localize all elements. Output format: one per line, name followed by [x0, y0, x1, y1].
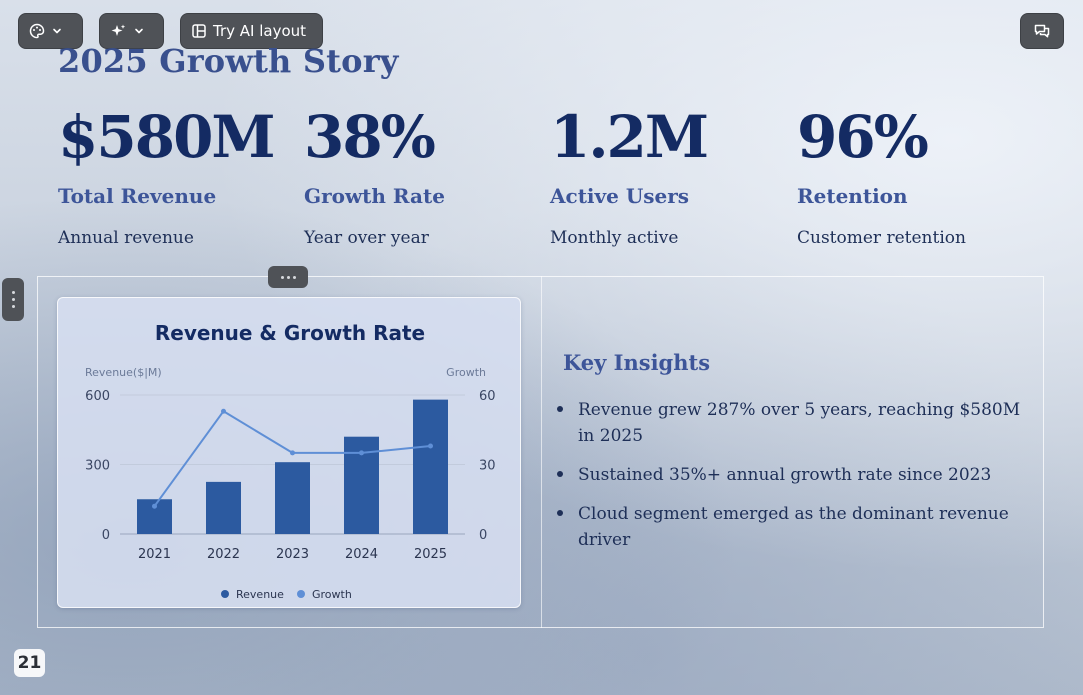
growth-point — [428, 443, 433, 449]
revenue-bar — [275, 462, 310, 534]
legend-label-revenue: Revenue — [236, 588, 284, 601]
revenue-bar — [413, 399, 448, 534]
try-ai-layout-label: Try AI layout — [213, 22, 307, 40]
stat-active-users: 1.2M Active Users Monthly active — [550, 108, 790, 248]
block-drag-handle[interactable] — [2, 278, 24, 321]
insights-list: Revenue grew 287% over 5 years, reaching… — [557, 397, 1027, 566]
stat-description: Monthly active — [550, 228, 679, 248]
x-tick-label: 2022 — [207, 547, 240, 562]
chevron-down-icon — [51, 25, 63, 37]
stat-label: Retention — [797, 184, 908, 208]
list-item: Sustained 35%+ annual growth rate since … — [557, 462, 1027, 488]
chart-title: Revenue & Growth Rate — [155, 321, 425, 345]
list-item: Revenue grew 287% over 5 years, reaching… — [557, 397, 1027, 449]
sparkles-icon — [110, 23, 127, 40]
stat-retention: 96% Retention Customer retention — [797, 108, 1037, 248]
y2-tick-label: 60 — [479, 389, 496, 404]
comments-button[interactable] — [1020, 13, 1064, 49]
x-tick-label: 2025 — [414, 547, 447, 562]
stat-label: Active Users — [550, 184, 690, 208]
stat-description: Annual revenue — [58, 228, 194, 248]
y-axis-label: Revenue($|M) — [85, 366, 162, 379]
chart-canvas: Revenue & Growth Rate Revenue($|M) Growth 0… — [85, 321, 496, 601]
legend-marker-revenue — [221, 590, 229, 598]
column-drag-handle[interactable] — [268, 266, 308, 288]
page-title: 2025 Growth Story — [58, 42, 399, 80]
ai-menu-button[interactable] — [99, 13, 164, 49]
layout-icon — [191, 23, 207, 39]
growth-point — [152, 503, 157, 509]
x-tick-label: 2023 — [276, 547, 309, 562]
stat-total-revenue: $580M Total Revenue Annual revenue — [58, 108, 298, 248]
theme-menu-button[interactable] — [18, 13, 83, 49]
y2-tick-label: 0 — [479, 528, 487, 543]
list-item: Cloud segment emerged as the dominant re… — [557, 501, 1027, 553]
comments-icon — [1033, 22, 1051, 40]
insights-title: Key Insights — [563, 350, 711, 375]
column-divider — [541, 276, 542, 628]
y-tick-label: 0 — [102, 528, 110, 543]
y-tick-label: 600 — [85, 389, 110, 404]
stat-value: 1.2M — [550, 103, 709, 171]
stat-label: Growth Rate — [304, 184, 445, 208]
chevron-down-icon — [133, 25, 145, 37]
revenue-bar — [206, 481, 241, 534]
stat-label: Total Revenue — [58, 184, 217, 208]
x-tick-label: 2024 — [345, 547, 378, 562]
y2-tick-label: 30 — [479, 459, 496, 474]
page-number[interactable]: 21 — [14, 649, 45, 677]
y-tick-label: 300 — [85, 459, 110, 474]
try-ai-layout-button[interactable]: Try AI layout — [180, 13, 323, 49]
growth-point — [221, 408, 226, 414]
revenue-growth-chart[interactable]: Revenue & Growth Rate Revenue($|M) Growth 0… — [57, 297, 521, 608]
palette-icon — [29, 23, 45, 39]
stat-value: 38% — [304, 103, 436, 171]
y2-axis-label: Growth — [446, 366, 486, 379]
x-tick-label: 2021 — [138, 547, 171, 562]
stat-description: Customer retention — [797, 228, 966, 248]
stat-growth-rate: 38% Growth Rate Year over year — [304, 108, 544, 248]
growth-point — [290, 450, 295, 456]
stat-description: Year over year — [304, 228, 429, 248]
content-block-frame[interactable] — [37, 276, 1044, 628]
legend-marker-growth — [297, 590, 305, 598]
legend-label-growth: Growth — [312, 588, 352, 601]
growth-point — [359, 450, 364, 456]
stat-value: 96% — [797, 103, 929, 171]
stat-value: $580M — [58, 103, 276, 171]
